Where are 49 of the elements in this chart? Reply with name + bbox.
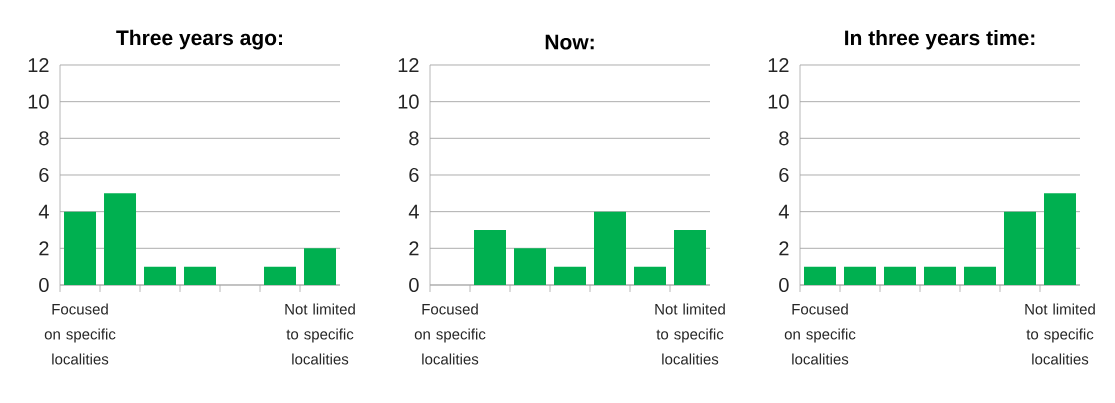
x-tick-label: Focused on specific localities	[44, 303, 116, 365]
bar	[554, 266, 587, 285]
x-tick-label: Not limited to specific localities	[655, 303, 725, 365]
y-tick-label: 8	[39, 131, 49, 146]
x-tick-label: Not limited to specific localities	[285, 303, 355, 365]
y-tick-label: 4	[408, 204, 419, 219]
x-tick-label: Focused on specific localities	[414, 303, 486, 365]
x-tick-label: Not limited to specific localities	[1025, 303, 1095, 365]
y-tick-label: 0	[409, 277, 419, 293]
y-tick-label: 6	[779, 167, 789, 183]
y-tick-label: 4	[778, 204, 789, 219]
bar	[474, 229, 507, 285]
bar	[1004, 211, 1036, 285]
bar	[1044, 193, 1076, 285]
y-tick-label: 0	[39, 277, 49, 293]
bar	[144, 266, 177, 285]
chart-title: Now:	[545, 34, 594, 50]
y-tick-label: 10	[398, 94, 419, 109]
chart-title: Three years ago:	[116, 29, 282, 50]
y-tick-label: 2	[39, 241, 49, 256]
y-tick-label: 8	[409, 131, 419, 146]
bar	[804, 266, 836, 285]
y-tick-label: 12	[28, 58, 49, 72]
bar	[64, 211, 97, 285]
y-tick-label: 10	[28, 94, 49, 109]
bar	[304, 248, 337, 285]
bar	[104, 193, 137, 285]
bar	[514, 248, 547, 285]
bar	[634, 266, 666, 285]
y-tick-label: 0	[779, 277, 789, 293]
bar	[594, 211, 626, 285]
bar	[844, 266, 876, 285]
bar	[264, 266, 297, 285]
bar	[674, 229, 706, 285]
y-tick-label: 6	[409, 167, 419, 183]
y-tick-label: 12	[398, 58, 419, 72]
x-tick-label: Focused on specific localities	[784, 303, 856, 365]
y-tick-label: 6	[39, 167, 49, 183]
y-tick-label: 8	[779, 131, 789, 146]
bar	[924, 266, 956, 285]
y-tick-label: 2	[779, 241, 789, 256]
y-tick-label: 2	[409, 241, 419, 256]
y-tick-label: 12	[768, 58, 789, 72]
chart-title: In three years time:	[845, 29, 1035, 50]
bar	[884, 266, 916, 285]
y-tick-label: 4	[38, 204, 49, 219]
bar	[184, 266, 217, 285]
y-tick-label: 10	[768, 94, 789, 109]
bar	[964, 266, 996, 285]
